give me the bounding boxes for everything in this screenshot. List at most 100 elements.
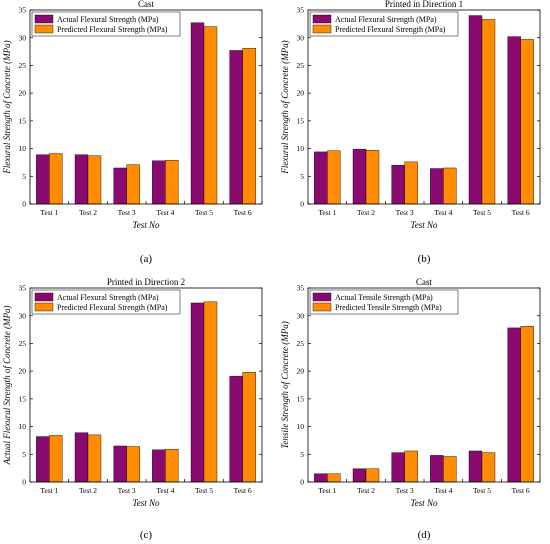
x-tick-label: Test 6 bbox=[234, 486, 252, 495]
x-axis-label: Test No bbox=[411, 220, 438, 230]
panel-label: (c) bbox=[140, 529, 153, 541]
panel-label: (b) bbox=[418, 253, 431, 265]
bar-actual-5 bbox=[190, 22, 205, 205]
x-tick-label: Test 3 bbox=[396, 486, 414, 495]
x-tick-label: Test 3 bbox=[118, 208, 136, 217]
bar-actual-1 bbox=[314, 151, 328, 205]
chart-title: Printed in Direction 1 bbox=[385, 0, 463, 9]
y-tick-label: 20 bbox=[297, 89, 305, 98]
y-tick-label: 10 bbox=[297, 422, 305, 431]
panel-label: (a) bbox=[140, 253, 153, 265]
y-tick-label: 0 bbox=[22, 200, 26, 209]
y-tick-label: 5 bbox=[22, 172, 26, 181]
bar-actual-4 bbox=[152, 449, 166, 483]
legend-box bbox=[309, 11, 459, 37]
y-axis-label: Tensile Strength of Concrete (MPa) bbox=[280, 321, 290, 448]
y-tick-label: 30 bbox=[297, 33, 305, 42]
bar-actual-2 bbox=[352, 148, 367, 205]
x-tick-label: Test 1 bbox=[40, 486, 58, 495]
bar-actual-1 bbox=[36, 436, 50, 483]
x-tick-label: Test 2 bbox=[357, 486, 375, 495]
legend-box bbox=[31, 289, 181, 315]
y-axis-label: Flexural Strength of Concrete (MPa) bbox=[280, 40, 290, 174]
bar-predicted-2 bbox=[365, 468, 380, 483]
bar-actual-5 bbox=[468, 450, 483, 483]
x-tick-label: Test 1 bbox=[40, 208, 58, 217]
y-tick-label: 5 bbox=[300, 450, 304, 459]
bar-predicted-1 bbox=[327, 473, 341, 483]
y-tick-label: 30 bbox=[297, 311, 305, 320]
x-tick-label: Test 4 bbox=[156, 208, 174, 217]
bar-predicted-3 bbox=[126, 164, 140, 205]
x-tick-label: Test 1 bbox=[318, 486, 336, 495]
bar-actual-2 bbox=[74, 432, 89, 483]
bar-predicted-4 bbox=[165, 449, 179, 483]
bar-actual-6 bbox=[507, 36, 521, 205]
bar-actual-3 bbox=[113, 167, 127, 205]
bar-actual-3 bbox=[391, 452, 405, 483]
x-tick-label: Test 4 bbox=[156, 486, 174, 495]
bar-predicted-5 bbox=[481, 19, 496, 205]
x-tick-label: Test 2 bbox=[79, 208, 97, 217]
legend-label: Actual Tensile Strength (MPa) bbox=[335, 293, 433, 302]
bar-predicted-2 bbox=[87, 434, 102, 483]
bar-actual-3 bbox=[113, 445, 127, 483]
bar-predicted-4 bbox=[443, 167, 457, 205]
bar-predicted-6 bbox=[242, 48, 256, 205]
y-tick-label: 35 bbox=[297, 6, 305, 15]
bar-actual-1 bbox=[314, 473, 328, 483]
bar-actual-4 bbox=[430, 455, 444, 483]
y-tick-label: 0 bbox=[22, 478, 26, 487]
legend-label: Predicted Flexural Strength (MPa) bbox=[57, 303, 168, 312]
x-tick-label: Test 2 bbox=[79, 486, 97, 495]
plot-area-frame bbox=[29, 287, 263, 483]
bar-actual-3 bbox=[391, 164, 405, 205]
legend-label: Actual Flexural Strength (MPa) bbox=[57, 293, 159, 302]
legend-box bbox=[309, 289, 459, 315]
x-axis-label: Test No bbox=[133, 220, 160, 230]
bar-predicted-2 bbox=[365, 150, 380, 205]
legend-swatch-predicted bbox=[34, 24, 54, 34]
bar-predicted-6 bbox=[242, 372, 256, 483]
y-tick-label: 25 bbox=[19, 61, 27, 70]
legend-swatch-predicted bbox=[312, 24, 332, 34]
x-tick-label: Test 6 bbox=[512, 208, 530, 217]
y-tick-label: 0 bbox=[300, 200, 304, 209]
y-tick-label: 20 bbox=[297, 367, 305, 376]
y-axis-label: Flexural Strength of Concrete (MPa) bbox=[2, 40, 12, 174]
x-tick-label: Test 6 bbox=[512, 486, 530, 495]
plot-area-frame bbox=[307, 9, 541, 205]
chart-title: Cast bbox=[416, 277, 433, 287]
x-tick-label: Test 4 bbox=[434, 208, 452, 217]
y-tick-label: 35 bbox=[297, 284, 305, 293]
legend-swatch-actual bbox=[34, 14, 54, 24]
y-tick-label: 25 bbox=[297, 61, 305, 70]
bar-actual-6 bbox=[507, 327, 521, 483]
bar-predicted-3 bbox=[404, 161, 418, 205]
legend: Actual Flexural Strength (MPa)Predicted … bbox=[31, 289, 181, 315]
bar-predicted-4 bbox=[165, 160, 179, 205]
panel-label: (d) bbox=[418, 529, 431, 541]
y-tick-label: 20 bbox=[19, 367, 27, 376]
x-tick-label: Test 5 bbox=[195, 208, 213, 217]
x-tick-label: Test 6 bbox=[234, 208, 252, 217]
bar-predicted-2 bbox=[87, 155, 102, 205]
plot-area-frame bbox=[307, 287, 541, 483]
x-tick-label: Test 4 bbox=[434, 486, 452, 495]
y-tick-label: 15 bbox=[19, 116, 27, 125]
y-tick-label: 10 bbox=[19, 422, 27, 431]
y-tick-label: 15 bbox=[297, 116, 305, 125]
y-tick-label: 35 bbox=[19, 284, 27, 293]
bar-predicted-5 bbox=[203, 301, 218, 483]
y-tick-label: 15 bbox=[297, 394, 305, 403]
bar-predicted-3 bbox=[126, 446, 140, 483]
y-tick-label: 30 bbox=[19, 33, 27, 42]
y-tick-label: 5 bbox=[22, 450, 26, 459]
chart-title: Printed in Direction 2 bbox=[107, 277, 185, 287]
bar-actual-2 bbox=[74, 154, 89, 205]
y-tick-label: 10 bbox=[19, 144, 27, 153]
chart-panel-2: 0 5 10 15 20 25 30 35 Test 1 Test 2 Test 3 Test 4 Te… bbox=[280, 0, 541, 230]
bar-actual-2 bbox=[352, 468, 367, 483]
bar-predicted-5 bbox=[203, 26, 218, 205]
